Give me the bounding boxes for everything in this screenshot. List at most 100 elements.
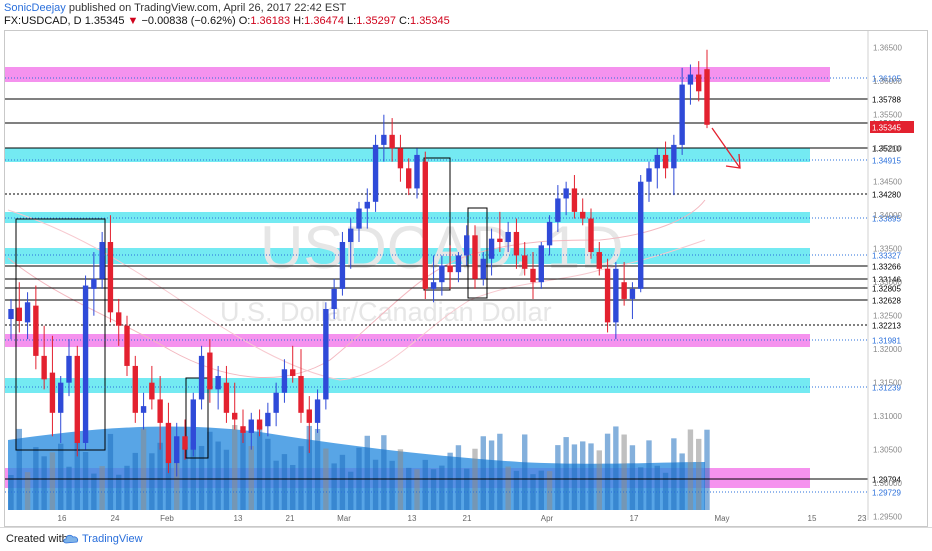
time-axis[interactable]: 16 24 Feb 13 21 Mar 13 21 Apr 17 May 15 23 [58, 514, 867, 523]
candle[interactable] [132, 355, 138, 423]
candle[interactable] [223, 365, 230, 423]
candle[interactable] [430, 255, 437, 303]
candle[interactable] [58, 375, 64, 443]
candle[interactable] [522, 242, 528, 276]
candle[interactable] [107, 215, 114, 323]
candle[interactable] [389, 118, 395, 162]
candle[interactable] [364, 188, 370, 229]
candle[interactable] [629, 282, 636, 320]
candle[interactable] [406, 158, 412, 196]
candle[interactable] [74, 345, 80, 457]
candle[interactable] [505, 221, 511, 253]
candle[interactable] [704, 49, 710, 129]
candle[interactable] [596, 242, 602, 276]
candle[interactable] [232, 382, 238, 430]
candle[interactable] [654, 148, 660, 189]
level-label: 1.29729 [872, 489, 901, 498]
price-change: −0.00838 (−0.62%) [141, 15, 236, 27]
zone-band [5, 378, 810, 393]
candle[interactable] [256, 409, 263, 437]
candle[interactable] [464, 225, 470, 266]
candle[interactable] [198, 345, 205, 410]
candle[interactable] [613, 262, 619, 340]
candle[interactable] [563, 181, 569, 216]
candle[interactable] [331, 278, 337, 320]
candle[interactable] [679, 67, 685, 155]
candle[interactable] [414, 148, 420, 199]
candle[interactable] [348, 218, 354, 269]
candle[interactable] [33, 285, 39, 370]
candle[interactable] [472, 225, 478, 289]
candle[interactable] [397, 134, 404, 182]
candle[interactable] [140, 392, 147, 430]
candle[interactable] [696, 61, 702, 102]
candle[interactable] [99, 231, 105, 289]
candle[interactable] [165, 402, 172, 474]
candle[interactable] [530, 252, 536, 299]
candle[interactable] [588, 208, 594, 259]
candle[interactable] [207, 339, 213, 403]
candle[interactable] [372, 134, 379, 212]
volume-bar [679, 453, 685, 510]
candle[interactable] [149, 365, 155, 410]
candle[interactable] [116, 298, 122, 346]
candle[interactable] [480, 252, 486, 286]
candle[interactable] [638, 175, 644, 293]
low-label: L: [347, 15, 357, 27]
candle[interactable] [49, 335, 56, 437]
candle[interactable] [265, 402, 271, 437]
candle[interactable] [546, 215, 553, 256]
candle[interactable] [273, 382, 279, 427]
candle[interactable] [306, 396, 312, 454]
candle[interactable] [298, 349, 304, 423]
candle[interactable] [8, 298, 14, 340]
candle[interactable] [580, 198, 586, 226]
candle[interactable] [240, 409, 246, 443]
candle[interactable] [687, 64, 694, 105]
candle[interactable] [16, 282, 22, 333]
candle[interactable] [497, 211, 503, 253]
candle[interactable] [124, 315, 130, 376]
candle[interactable] [488, 228, 495, 276]
candle[interactable] [439, 255, 445, 296]
candle[interactable] [290, 345, 296, 383]
candle[interactable] [356, 201, 362, 243]
candle[interactable] [555, 185, 561, 232]
candle[interactable] [314, 389, 321, 433]
candle[interactable] [248, 412, 254, 450]
price-axis[interactable]: 1.361051.357881.353941.353451.352101.349… [867, 31, 914, 522]
candle[interactable] [215, 365, 221, 410]
candle[interactable] [455, 252, 462, 283]
candle[interactable] [604, 258, 611, 333]
candle[interactable] [621, 262, 627, 306]
tradingview-link[interactable]: TradingView [82, 533, 143, 545]
publisher-name[interactable]: SonicDeejay [4, 2, 66, 14]
candle[interactable] [24, 292, 31, 340]
candle[interactable] [422, 151, 428, 299]
candle[interactable] [538, 242, 544, 289]
candle-body [563, 188, 569, 199]
candle[interactable] [646, 161, 652, 202]
candle[interactable] [662, 141, 669, 179]
candle[interactable] [671, 134, 677, 196]
price-chart[interactable]: USDCAD, 1D U.S. Dollar/Canadian Dollar 1… [0, 0, 932, 527]
candle[interactable] [157, 375, 163, 450]
candle[interactable] [447, 245, 453, 289]
candle[interactable] [182, 419, 188, 460]
candlesticks[interactable] [8, 49, 710, 477]
candle[interactable] [91, 252, 97, 316]
volume-bar [306, 425, 312, 510]
candle[interactable] [281, 359, 288, 403]
candle[interactable] [323, 302, 329, 410]
candle[interactable] [381, 114, 387, 162]
candle[interactable] [190, 392, 196, 457]
candle[interactable] [339, 231, 346, 296]
candle[interactable] [174, 422, 180, 477]
candle[interactable] [66, 339, 72, 397]
candle[interactable] [41, 325, 47, 390]
candle[interactable] [513, 218, 520, 269]
candle[interactable] [571, 175, 578, 219]
tradingview-cloud-icon[interactable] [62, 532, 80, 546]
candle[interactable] [82, 275, 89, 450]
open-label: O: [238, 15, 251, 27]
